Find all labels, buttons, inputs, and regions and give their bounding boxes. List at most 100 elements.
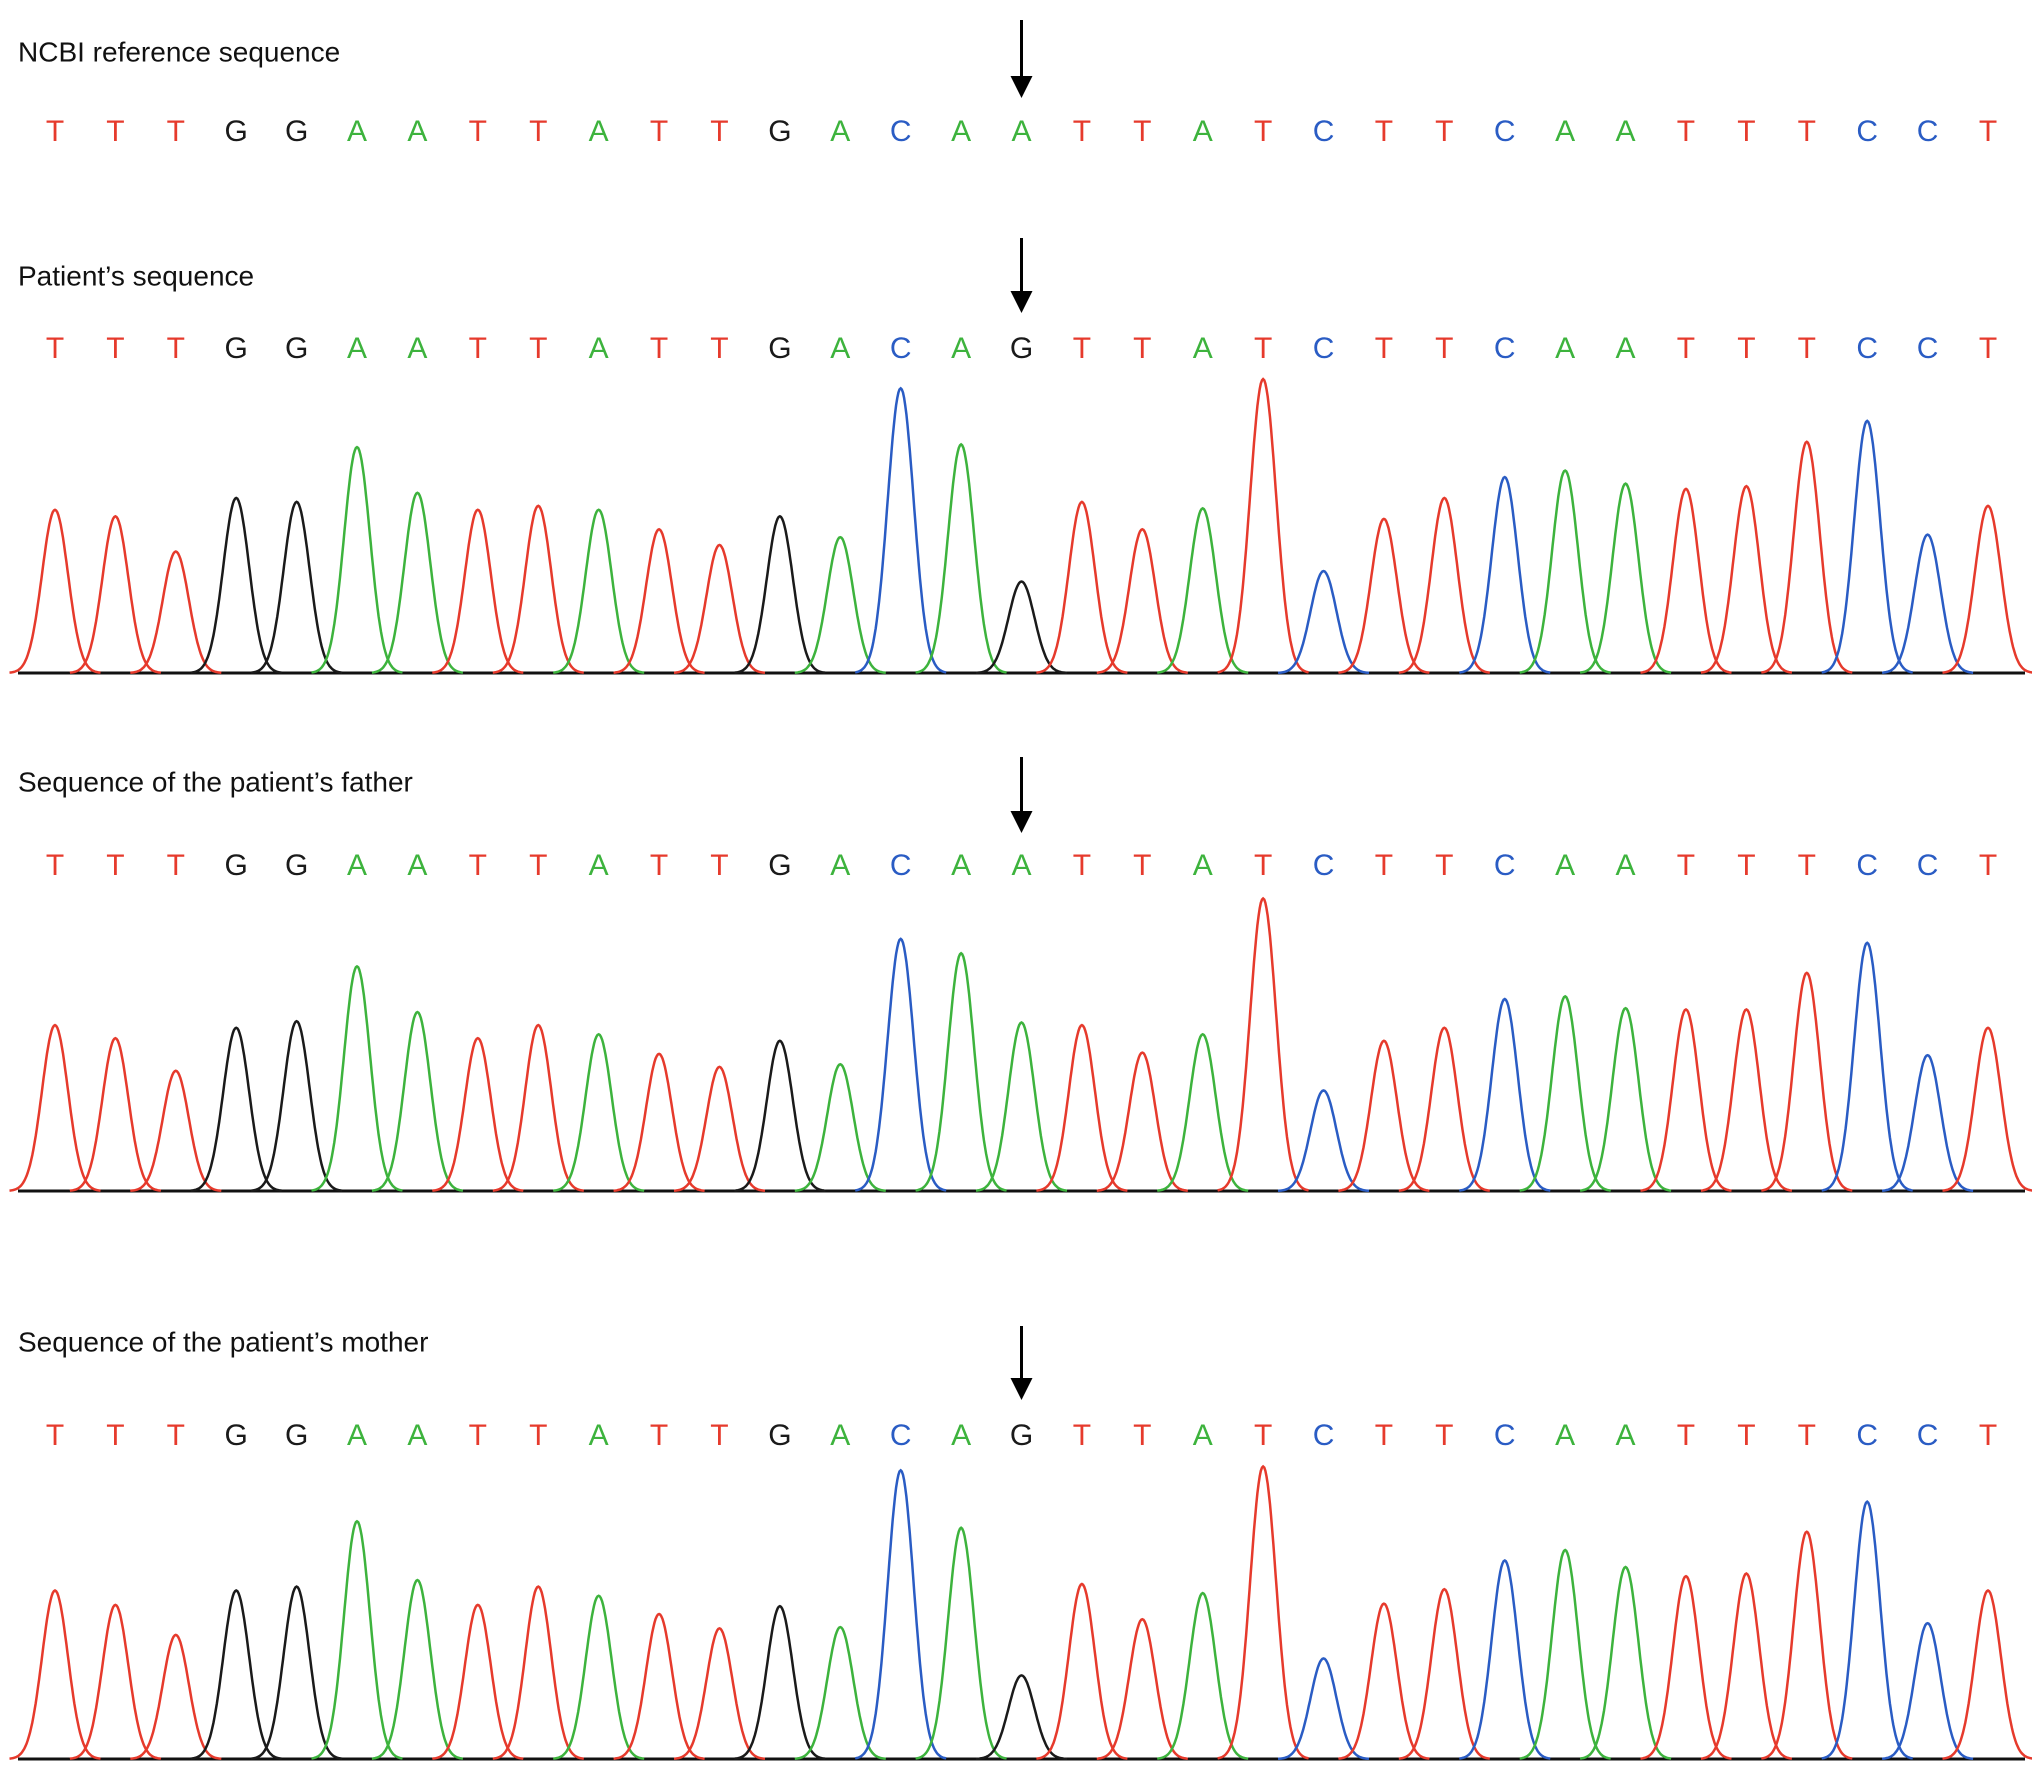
peak: [1097, 1053, 1188, 1191]
peak: [312, 1521, 403, 1758]
peak: [372, 1580, 463, 1759]
peak: [1338, 1604, 1429, 1759]
peak: [1822, 1502, 1913, 1759]
peak: [191, 1028, 282, 1191]
peak: [614, 1054, 705, 1191]
panel-title: Sequence of the patient’s mother: [18, 1326, 428, 1357]
base-letter: T: [469, 849, 487, 882]
base-letter: G: [285, 1419, 308, 1452]
base-letter: C: [1313, 849, 1335, 882]
peak: [10, 1025, 101, 1191]
base-letter: G: [285, 332, 308, 365]
peak: [674, 1067, 765, 1191]
base-letter: T: [1737, 849, 1755, 882]
base-letter: A: [1193, 332, 1213, 365]
base-letter: A: [1555, 849, 1575, 882]
base-letter: A: [347, 115, 367, 148]
peak: [1520, 1550, 1611, 1759]
base-letter: A: [1555, 115, 1575, 148]
base-letter: C: [1917, 332, 1939, 365]
peak: [1218, 899, 1309, 1191]
peak: [1943, 1591, 2032, 1759]
peak: [1097, 1619, 1188, 1758]
base-letter: T: [1798, 115, 1816, 148]
base-letter: C: [1856, 849, 1878, 882]
peak: [1641, 489, 1732, 673]
base-letter: A: [347, 332, 367, 365]
peak: [1943, 506, 2032, 673]
peak: [1459, 477, 1550, 672]
base-letter: T: [1073, 1419, 1091, 1452]
peak: [734, 516, 825, 672]
panel-title: Sequence of the patient’s father: [18, 766, 413, 797]
base-letter: T: [469, 332, 487, 365]
base-letter: A: [830, 1419, 850, 1452]
peak: [553, 1596, 644, 1759]
base-letter: A: [347, 849, 367, 882]
base-letter: T: [710, 115, 728, 148]
base-letter: T: [106, 115, 124, 148]
base-letter: T: [46, 849, 64, 882]
base-letter: A: [1616, 332, 1636, 365]
peak: [734, 1606, 825, 1759]
peak: [372, 1012, 463, 1191]
peak: [493, 1025, 584, 1191]
base-letter: A: [589, 849, 609, 882]
base-letter: G: [768, 1419, 791, 1452]
base-letter: T: [106, 1419, 124, 1452]
base-letter: G: [225, 332, 248, 365]
base-letter: C: [890, 332, 912, 365]
peak: [372, 493, 463, 673]
base-letter: A: [1193, 115, 1213, 148]
arrow-head: [1011, 1378, 1033, 1400]
base-letter: C: [1494, 115, 1516, 148]
base-letter: G: [1010, 332, 1033, 365]
base-letter: T: [46, 332, 64, 365]
peak: [795, 1627, 886, 1759]
peak: [1761, 1532, 1852, 1759]
base-letter: T: [1979, 1419, 1997, 1452]
base-letter: A: [951, 115, 971, 148]
peak: [1580, 1567, 1671, 1759]
base-letter: T: [1133, 1419, 1151, 1452]
base-letter: G: [1010, 1419, 1033, 1452]
peak: [734, 1041, 825, 1191]
base-letter: G: [225, 1419, 248, 1452]
peak: [130, 1071, 221, 1191]
peak: [1036, 502, 1127, 673]
base-letter: C: [1856, 115, 1878, 148]
peak: [1580, 484, 1671, 673]
peak: [10, 510, 101, 673]
base-letter: T: [1737, 332, 1755, 365]
base-letter: T: [469, 1419, 487, 1452]
base-letter: A: [830, 115, 850, 148]
base-letter: T: [469, 115, 487, 148]
peak: [614, 1614, 705, 1759]
base-letter: T: [1073, 115, 1091, 148]
base-letter: C: [1856, 332, 1878, 365]
peak: [553, 510, 644, 673]
base-letter: A: [407, 332, 427, 365]
peak: [493, 506, 584, 673]
base-letter: T: [106, 332, 124, 365]
base-letter: T: [167, 115, 185, 148]
base-letter: A: [1616, 1419, 1636, 1452]
base-letter: A: [1555, 1419, 1575, 1452]
peak: [1097, 529, 1188, 672]
base-letter: A: [347, 1419, 367, 1452]
base-letter: C: [1313, 1419, 1335, 1452]
base-letter: A: [1193, 849, 1213, 882]
base-letter: C: [1917, 115, 1939, 148]
panel-title: NCBI reference sequence: [18, 36, 340, 67]
base-letter: A: [1193, 1419, 1213, 1452]
base-letter: A: [1011, 849, 1031, 882]
base-letter: A: [589, 115, 609, 148]
base-letter: T: [650, 1419, 668, 1452]
base-letter: T: [650, 849, 668, 882]
base-letter: T: [1073, 332, 1091, 365]
base-letter: T: [1677, 115, 1695, 148]
peak: [916, 444, 1007, 672]
peak: [916, 953, 1007, 1190]
base-letter: T: [529, 332, 547, 365]
